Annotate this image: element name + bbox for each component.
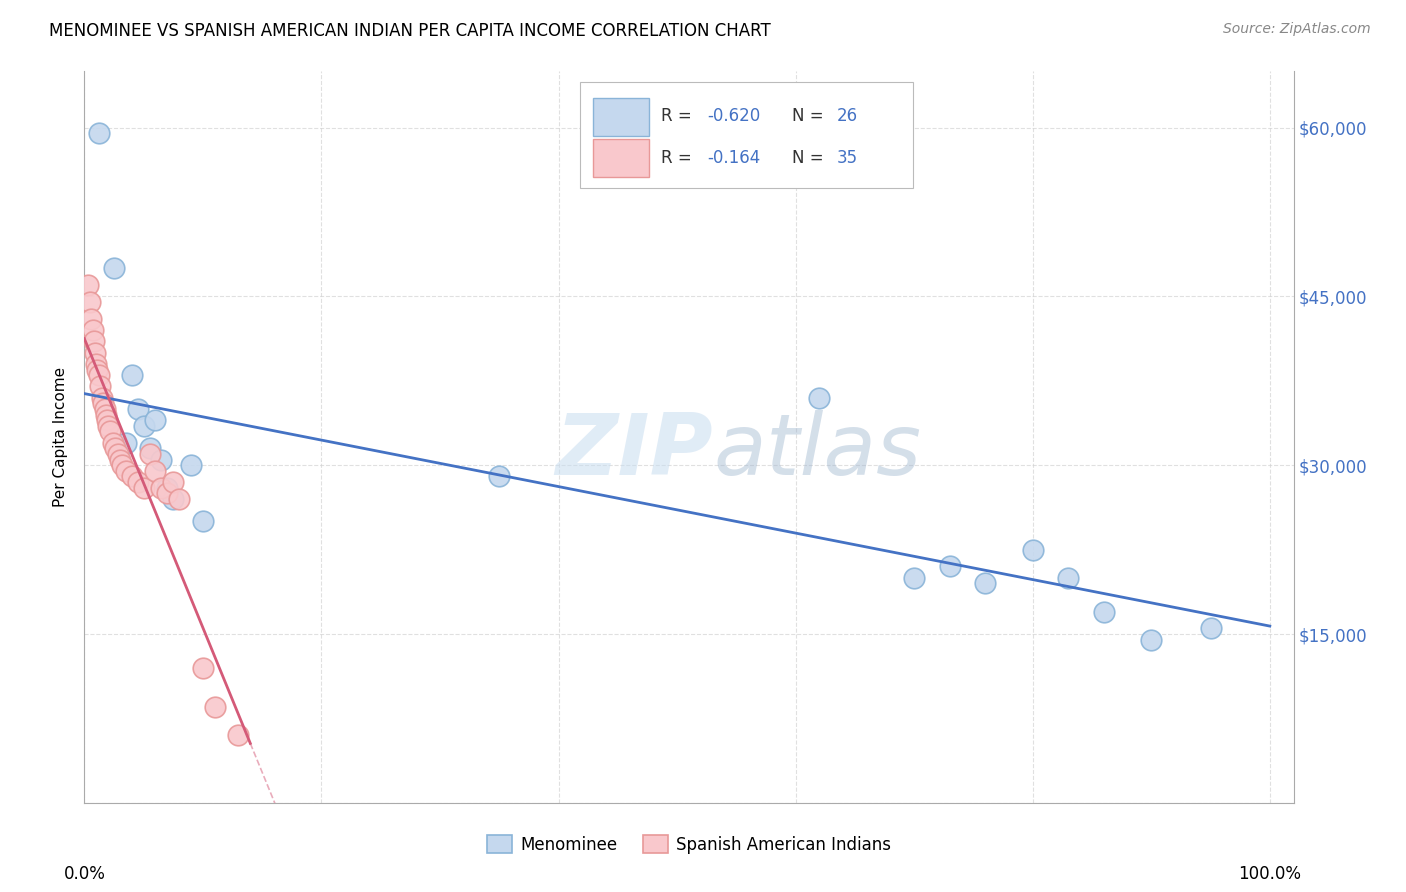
Point	[162, 475, 184, 489]
Point	[150, 452, 173, 467]
Point	[77, 278, 100, 293]
Point	[84, 345, 107, 359]
Point	[107, 447, 129, 461]
Point	[83, 334, 105, 349]
Point	[100, 425, 122, 439]
Point	[132, 418, 155, 433]
Point	[180, 458, 202, 473]
Point	[111, 458, 134, 473]
FancyBboxPatch shape	[581, 82, 912, 188]
Point	[87, 126, 110, 140]
Point	[938, 559, 960, 574]
Point	[145, 413, 167, 427]
Point	[97, 418, 120, 433]
Point	[156, 486, 179, 500]
Point	[156, 481, 179, 495]
Point	[101, 435, 124, 450]
Point	[204, 700, 226, 714]
Point	[115, 435, 138, 450]
Point	[104, 442, 127, 456]
Legend: Menominee, Spanish American Indians: Menominee, Spanish American Indians	[481, 829, 897, 860]
Point	[191, 515, 214, 529]
Text: MENOMINEE VS SPANISH AMERICAN INDIAN PER CAPITA INCOME CORRELATION CHART: MENOMINEE VS SPANISH AMERICAN INDIAN PER…	[49, 22, 770, 40]
Point	[96, 413, 118, 427]
Text: ZIP: ZIP	[555, 410, 713, 493]
Point	[115, 464, 138, 478]
Point	[132, 481, 155, 495]
Point	[103, 261, 125, 276]
Point	[91, 391, 114, 405]
Point	[808, 391, 831, 405]
Point	[108, 452, 131, 467]
Y-axis label: Per Capita Income: Per Capita Income	[53, 367, 69, 508]
Text: R =: R =	[661, 149, 697, 168]
Point	[138, 442, 160, 456]
Text: N =: N =	[792, 107, 828, 125]
Point	[93, 401, 115, 416]
Point	[903, 571, 925, 585]
Point	[145, 464, 167, 478]
Point	[974, 576, 997, 591]
Point	[91, 396, 114, 410]
Text: 35: 35	[837, 149, 858, 168]
Text: N =: N =	[792, 149, 828, 168]
Text: 26: 26	[837, 107, 858, 125]
FancyBboxPatch shape	[593, 98, 650, 136]
Point	[89, 379, 111, 393]
Point	[80, 312, 103, 326]
Point	[121, 368, 143, 383]
Point	[1199, 621, 1222, 635]
Point	[138, 447, 160, 461]
Point	[167, 491, 190, 506]
Point	[121, 469, 143, 483]
Point	[1092, 605, 1115, 619]
Point	[79, 295, 101, 310]
Point	[87, 368, 110, 383]
Point	[1057, 571, 1080, 585]
Text: Source: ZipAtlas.com: Source: ZipAtlas.com	[1223, 22, 1371, 37]
Point	[488, 469, 510, 483]
Point	[1022, 542, 1045, 557]
Point	[191, 661, 214, 675]
Text: R =: R =	[661, 107, 697, 125]
Text: -0.164: -0.164	[707, 149, 761, 168]
FancyBboxPatch shape	[593, 139, 650, 178]
Text: -0.620: -0.620	[707, 107, 761, 125]
Point	[127, 475, 149, 489]
Text: atlas: atlas	[713, 410, 921, 493]
Text: 0.0%: 0.0%	[63, 864, 105, 883]
Text: 100.0%: 100.0%	[1239, 864, 1302, 883]
Point	[1140, 632, 1163, 647]
Point	[228, 728, 250, 742]
Point	[150, 481, 173, 495]
Point	[84, 357, 107, 371]
Point	[162, 491, 184, 506]
Point	[86, 362, 108, 376]
Point	[127, 401, 149, 416]
Point	[94, 408, 117, 422]
Point	[82, 323, 104, 337]
